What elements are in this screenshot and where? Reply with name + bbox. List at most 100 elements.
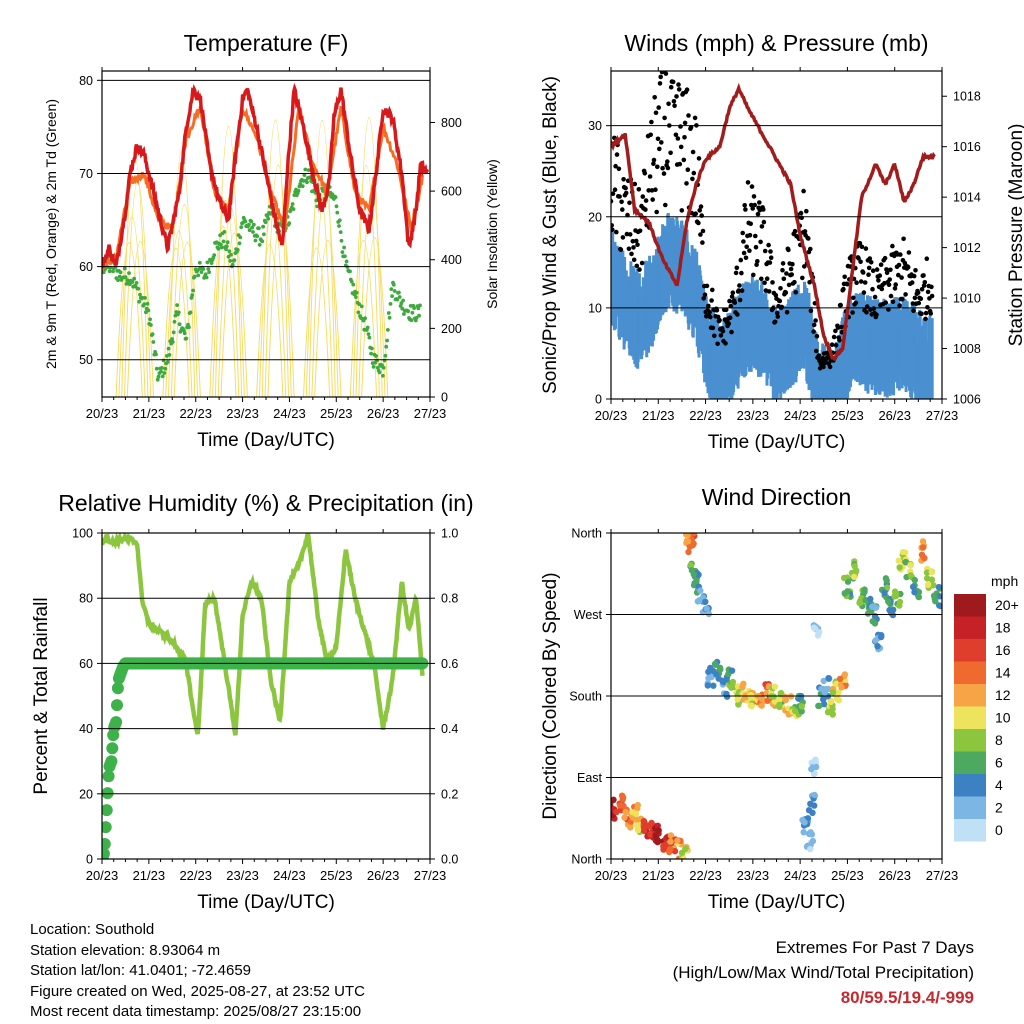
colorbar-label: 10 xyxy=(995,710,1011,726)
wind-gust-point xyxy=(918,296,924,302)
wind-gust-point xyxy=(659,140,664,145)
total-rainfall-point xyxy=(102,787,114,800)
wind-direction-point xyxy=(634,801,641,809)
wind-gust-point xyxy=(708,314,713,320)
dewpoint-point xyxy=(207,270,212,274)
wind-gust-point xyxy=(691,170,697,176)
humidity-y2tick-label: 0.6 xyxy=(441,657,458,671)
wind-gust-point xyxy=(887,277,892,282)
wind-gust-point xyxy=(626,246,632,252)
dewpoint-point xyxy=(224,247,228,252)
dewpoint-point xyxy=(397,295,402,299)
wind-gust-point xyxy=(623,185,628,191)
wind-direction-point xyxy=(619,796,626,803)
wind-gust-point xyxy=(646,188,651,193)
humidity-ytick-label: 100 xyxy=(72,527,93,541)
wind-gust-point xyxy=(779,304,785,310)
wind-direction-point xyxy=(885,598,892,605)
dewpoint-point xyxy=(263,220,268,225)
winds-xtick-label: 23/23 xyxy=(737,408,770,423)
dewpoint-point xyxy=(182,331,187,336)
wind-direction-point xyxy=(695,571,702,578)
wind-direction-point xyxy=(776,701,783,709)
wind-direction-point xyxy=(902,558,909,566)
dewpoint-point xyxy=(349,279,354,284)
wind-gust-point xyxy=(715,341,720,347)
winds-ytick-label: 20 xyxy=(588,210,602,224)
temperature-ytick-label: 60 xyxy=(79,260,93,274)
dewpoint-point xyxy=(354,290,359,295)
dewpoint-point xyxy=(250,225,255,230)
total-rainfall-point xyxy=(105,755,118,768)
dewpoint-point xyxy=(159,369,163,374)
temperature-ytick-label: 80 xyxy=(79,74,93,88)
wind-direction-point xyxy=(811,791,818,799)
wind-gust-point xyxy=(804,208,809,214)
dewpoint-point xyxy=(160,366,164,370)
winds-xlabel: Time (Day/UTC) xyxy=(708,432,846,453)
station-latlon: Station lat/lon: 41.0401; -72.4659 xyxy=(30,962,252,979)
wind-gust-point xyxy=(620,207,625,212)
colorbar-swatch xyxy=(954,684,986,707)
wind-gust-point xyxy=(726,321,732,326)
wind-gust-point xyxy=(841,286,846,292)
humidity-ytick-label: 80 xyxy=(79,592,93,606)
wind-gust-point xyxy=(761,207,766,212)
dewpoint-point xyxy=(243,219,248,224)
wind-gust-point xyxy=(654,209,659,215)
dewpoint-point xyxy=(232,258,237,262)
wind-direction-point xyxy=(622,808,629,816)
wind-direction-point xyxy=(936,602,942,609)
wind-gust-point xyxy=(709,298,714,303)
temperature-plot-area xyxy=(102,82,430,397)
most-recent-timestamp: Most recent data timestamp: 2025/08/27 2… xyxy=(30,1003,362,1020)
dewpoint-point xyxy=(401,298,405,303)
wind-gust-point xyxy=(747,248,752,253)
dewpoint-point xyxy=(127,271,131,275)
colorbar-label: 6 xyxy=(995,755,1003,771)
wind-direction-point xyxy=(655,838,662,845)
wind-direction-point xyxy=(871,620,879,627)
direction-ytick-label: East xyxy=(577,771,603,785)
dewpoint-point xyxy=(205,260,210,265)
wind-gust-point xyxy=(650,197,655,202)
wind-direction-point xyxy=(878,633,885,641)
winds-ytick-label: 10 xyxy=(588,301,602,315)
dewpoint-point xyxy=(227,249,232,254)
wind-direction-point xyxy=(881,589,888,596)
colorbar-swatch xyxy=(954,774,986,797)
dewpoint-point xyxy=(384,344,389,349)
dewpoint-point xyxy=(143,296,147,300)
wind-direction-point xyxy=(691,533,698,537)
colorbar-label: 20+ xyxy=(995,597,1019,613)
dewpoint-point xyxy=(237,241,242,246)
humidity-xtick-label: 27/23 xyxy=(414,868,447,883)
wind-direction-point xyxy=(809,809,816,816)
temperature-xlabel: Time (Day/UTC) xyxy=(197,430,335,451)
direction-ytick-label: North xyxy=(571,527,602,541)
wind-gust-point xyxy=(649,119,654,125)
total-rainfall-point xyxy=(111,699,123,712)
direction-xtick-label: 24/23 xyxy=(784,868,817,883)
wind-gust-point xyxy=(637,228,643,234)
wind-direction-point xyxy=(820,696,827,703)
wind-gust-point xyxy=(630,239,636,244)
wind-gust-point xyxy=(729,329,734,335)
wind-gust-point xyxy=(910,301,916,306)
colorbar-swatch xyxy=(954,819,986,842)
humidity-xtick-label: 24/23 xyxy=(273,868,306,883)
temp-2m-line xyxy=(102,82,430,268)
wind-gust-point xyxy=(870,286,875,292)
winds-y2tick-label: 1006 xyxy=(953,393,981,407)
winds-y2tick-label: 1010 xyxy=(953,292,981,306)
dewpoint-point xyxy=(382,358,387,363)
wind-gust-point xyxy=(747,232,753,238)
dewpoint-point xyxy=(391,282,396,287)
colorbar-swatch xyxy=(954,796,986,819)
winds-y2label: Station Pressure (Maroon) xyxy=(1006,124,1024,347)
dewpoint-point xyxy=(253,238,258,243)
wind-gust-point xyxy=(790,261,795,267)
wind-gust-point xyxy=(682,135,687,140)
dewpoint-point xyxy=(251,222,256,227)
wind-gust-point xyxy=(802,229,808,234)
